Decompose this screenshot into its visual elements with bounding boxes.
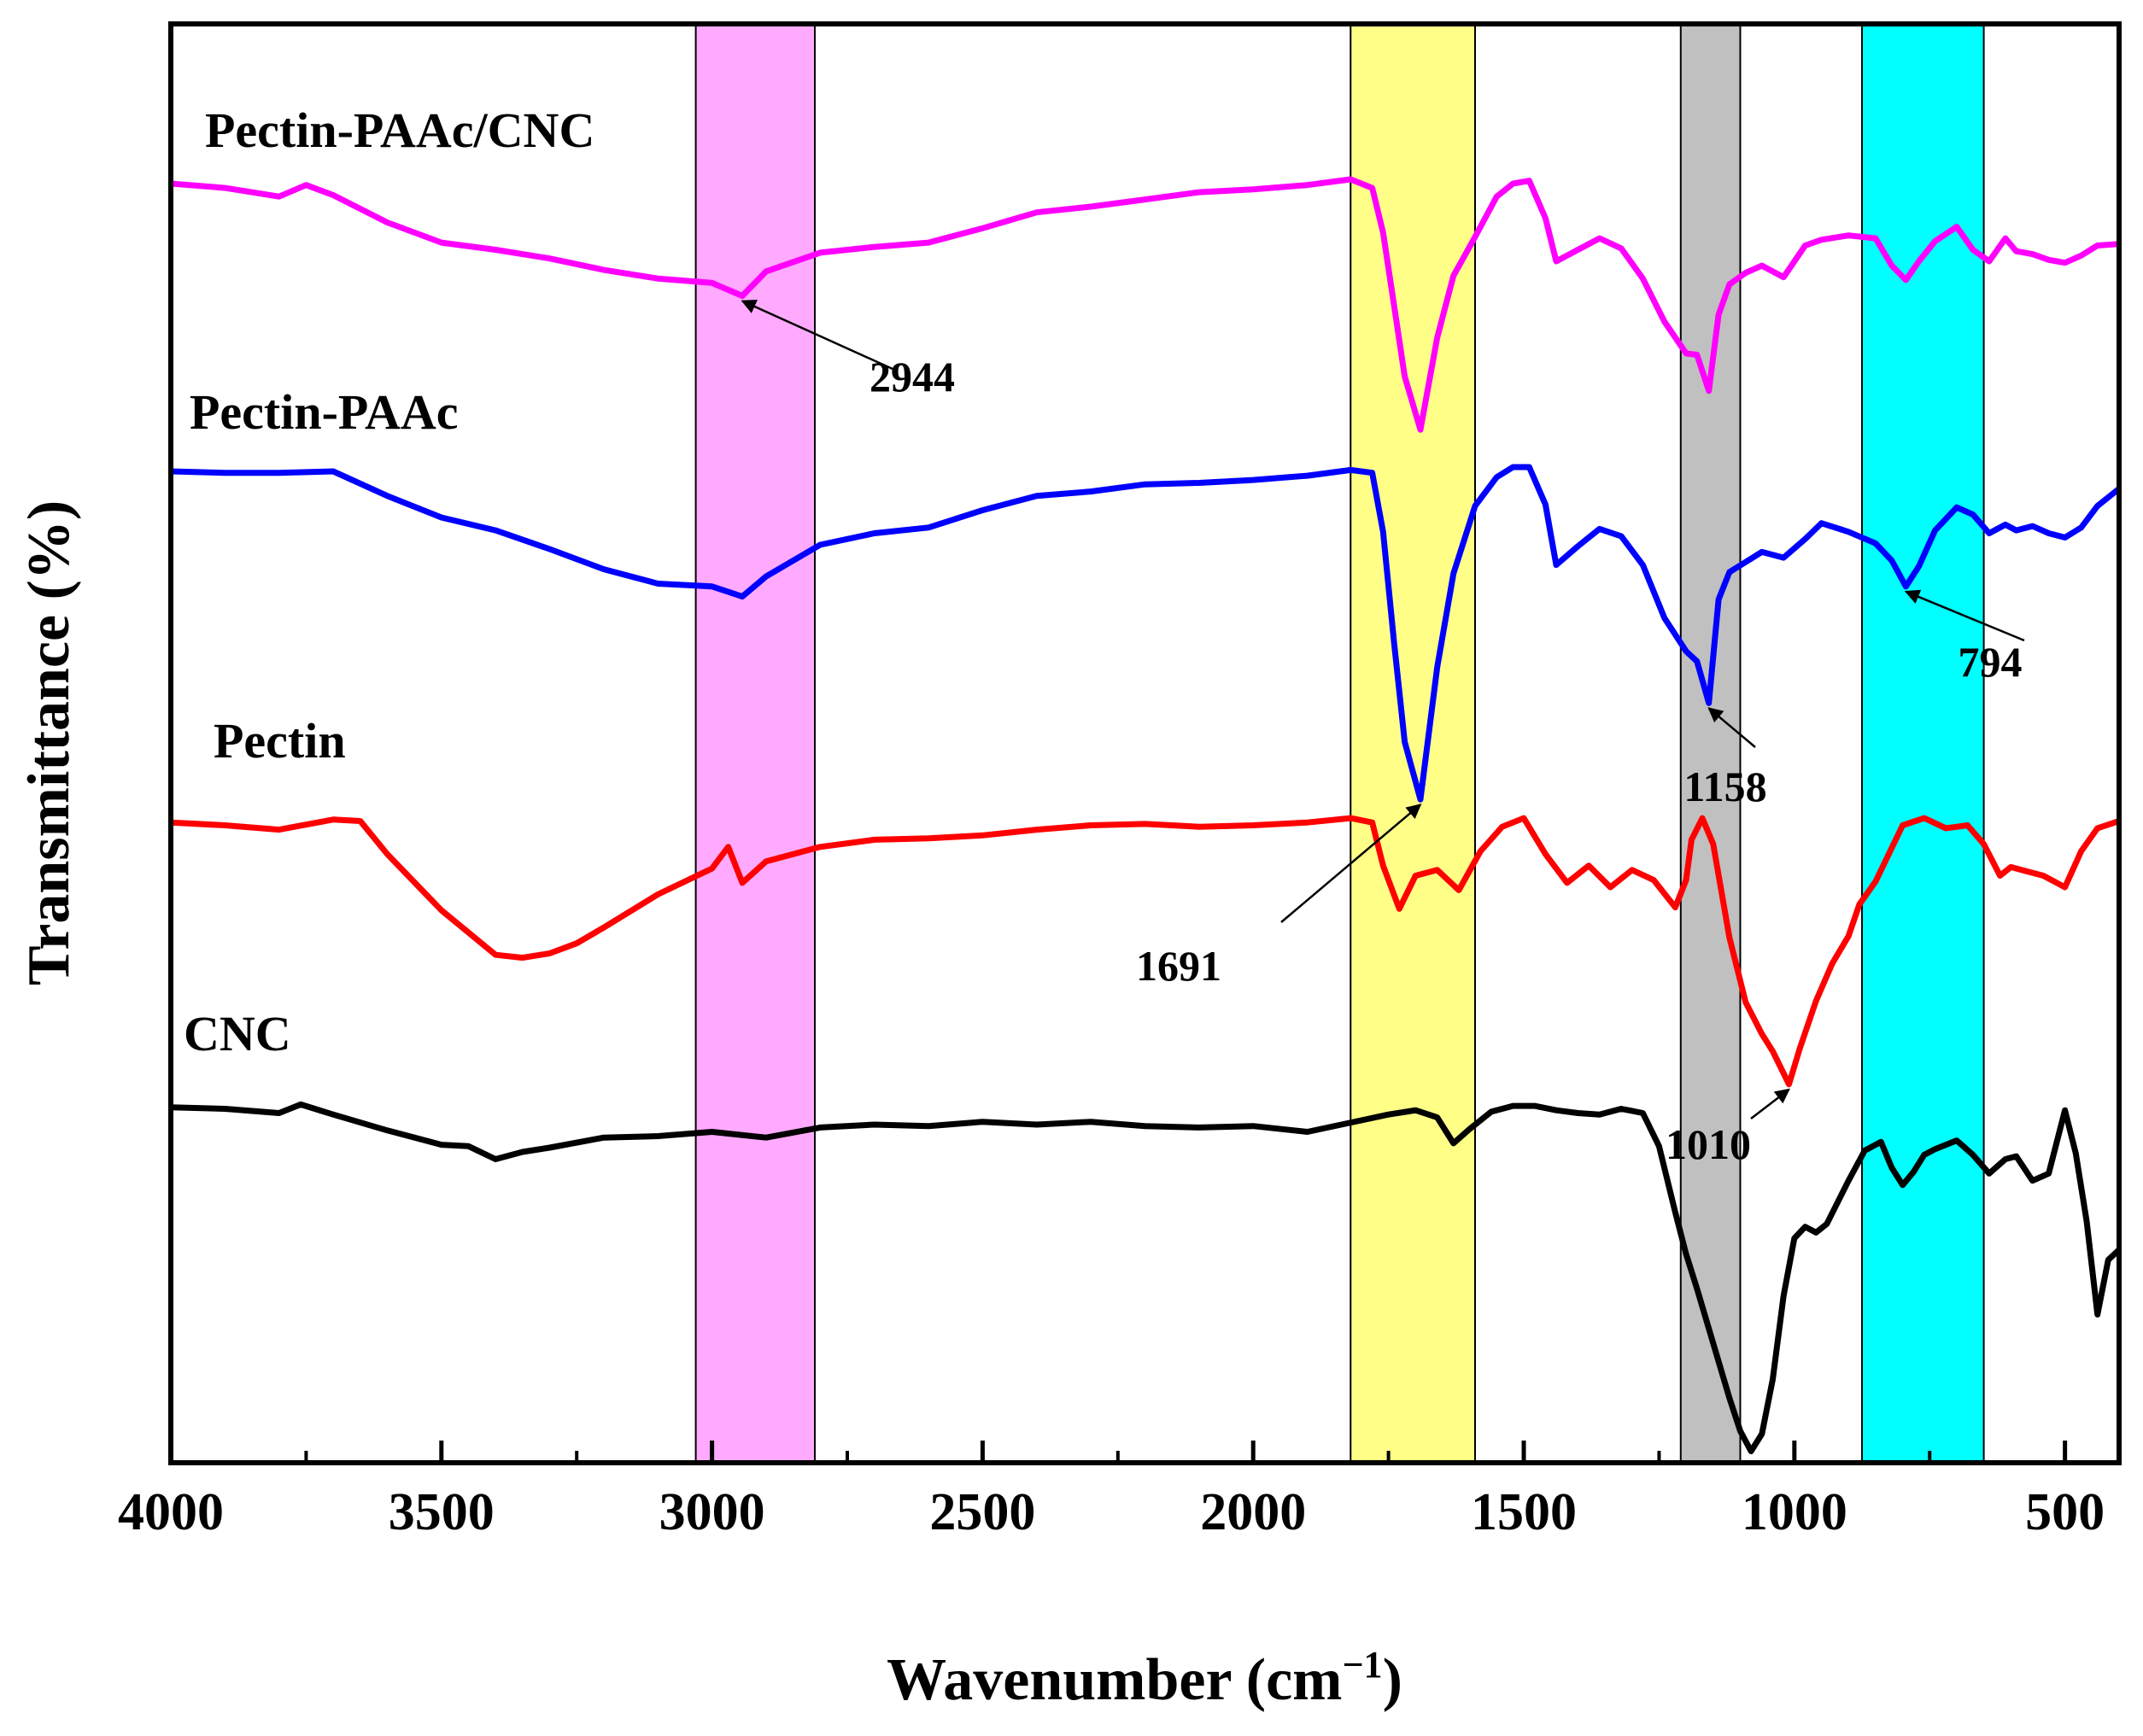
annotation-arrow-1010 — [1750, 1088, 1790, 1119]
x-tick-label: 2500 — [929, 1483, 1035, 1541]
x-tick-label: 1500 — [1471, 1483, 1577, 1541]
annotation-arrow-794 — [1904, 589, 2025, 642]
series-labels: Pectin-PAAc/CNC Pectin-PAAc Pectin CNC — [184, 102, 594, 1061]
peak-annotations: 2944 1691 1158 794 1010 — [741, 299, 2025, 1168]
series-label-pectin-paac: Pectin-PAAc — [190, 384, 459, 440]
annotation-label-794: 794 — [1959, 638, 2023, 686]
highlight-band-4 — [1861, 23, 1985, 1464]
series-line-pectin-paac-cnc — [171, 176, 2119, 433]
annotation-arrow-1158 — [1707, 707, 1756, 748]
series-line-pectin — [171, 815, 2119, 1088]
annotation-label-1010: 1010 — [1666, 1120, 1751, 1168]
plot-frame — [168, 21, 2122, 1465]
highlight-band-1 — [694, 23, 816, 1464]
y-axis-title: Transmittance (%) — [16, 500, 82, 985]
x-tick-label: 1000 — [1742, 1483, 1847, 1541]
highlight-band-3 — [1679, 23, 1742, 1464]
series-label-pectin: Pectin — [214, 713, 346, 769]
series-line-cnc — [171, 1101, 2119, 1454]
highlight-band-2 — [1350, 23, 1477, 1464]
x-tick-label: 2000 — [1200, 1483, 1306, 1541]
x-tick-label: 500 — [2025, 1483, 2105, 1541]
annotation-label-1691: 1691 — [1136, 942, 1221, 990]
series-line-pectin-paac — [171, 464, 2119, 803]
x-tick-label: 4000 — [118, 1483, 224, 1541]
x-axis-ticks: 4000 3500 3000 2500 2000 1500 1000 500 — [118, 1441, 2105, 1541]
annotation-arrow-1691 — [1280, 804, 1422, 923]
x-tick-label: 3000 — [659, 1483, 765, 1541]
spectra-lines — [171, 176, 2119, 1454]
x-tick-label: 3500 — [389, 1483, 495, 1541]
annotation-arrow-2944 — [741, 299, 893, 371]
annotation-label-1158: 1158 — [1683, 763, 1766, 810]
series-label-pectin-paac-cnc: Pectin-PAAc/CNC — [205, 102, 594, 158]
annotation-label-2944: 2944 — [869, 353, 955, 400]
series-label-cnc: CNC — [184, 1006, 291, 1061]
x-axis-title: Wavenumber (cm−1) — [887, 1644, 1402, 1713]
